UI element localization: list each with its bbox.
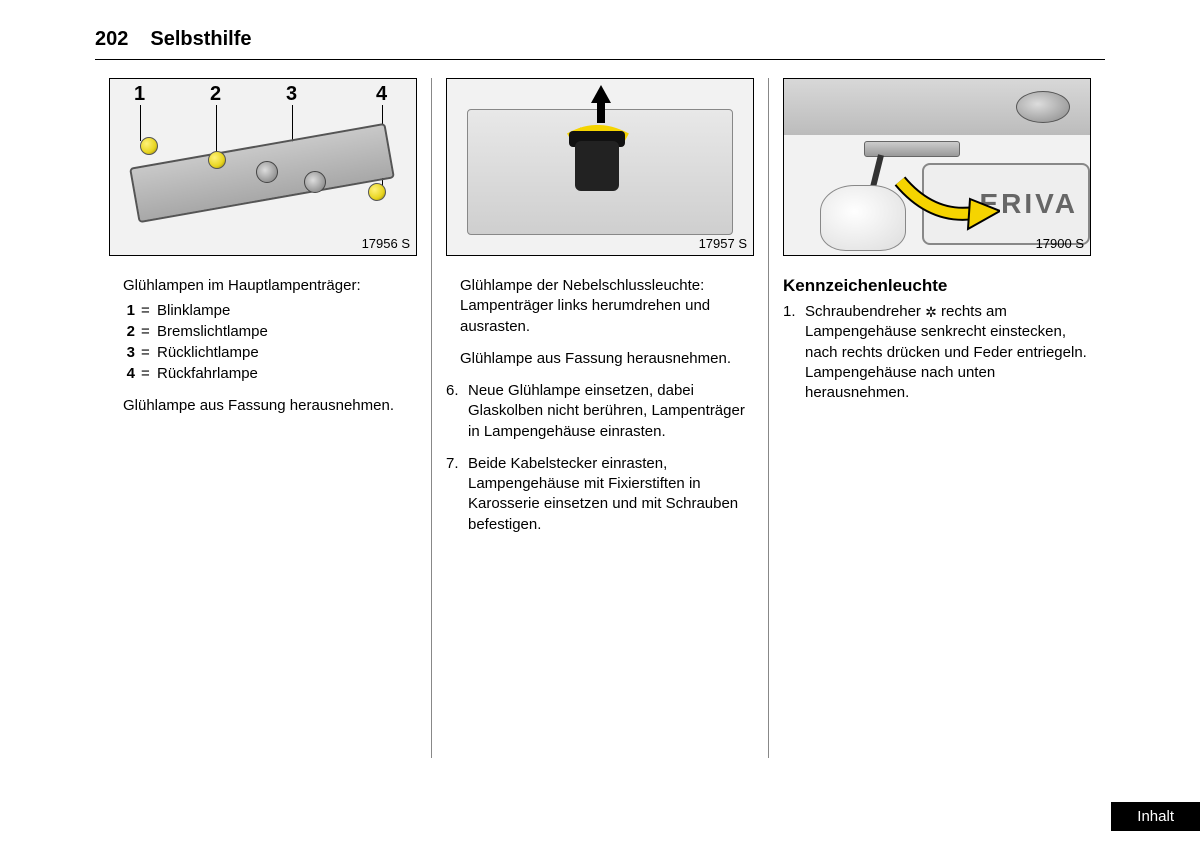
- fig1-label-3: 3: [286, 83, 297, 106]
- section-heading: Kennzeichenleuchte: [783, 276, 1091, 296]
- fig1-socket: [304, 171, 326, 193]
- legend-label: Rücklichtlampe: [157, 342, 259, 363]
- fig1-bulb-2: [208, 151, 226, 169]
- toc-label: Inhalt: [1137, 808, 1174, 825]
- step-text: Beide Kabelstecker einrasten, Lampengehä…: [468, 454, 754, 535]
- legend-num: 3: [123, 342, 135, 363]
- fig1-label-2: 2: [210, 83, 221, 106]
- step-6: 6. Neue Glühlampe einsetzen, dabei Glask…: [446, 381, 754, 442]
- step-num: 6.: [446, 381, 462, 442]
- step-7: 7. Beide Kabelstecker einrasten, Lampeng…: [446, 454, 754, 535]
- figure-ref: 17900 S: [1036, 236, 1084, 251]
- up-arrow-icon: [597, 101, 605, 123]
- col2-p1: Glühlampe der Nebelschlussleuchte: Lampe…: [460, 276, 754, 337]
- figure-bulb-carrier: 1 2 3 4 17956 S: [109, 78, 417, 256]
- figure-ref: 17956 S: [362, 236, 410, 251]
- page-header: 202 Selbsthilfe: [95, 28, 1105, 60]
- step-num: 7.: [446, 454, 462, 535]
- legend-eq: =: [141, 321, 151, 342]
- figure-fog-lamp: 17957 S: [446, 78, 754, 256]
- fig1-bulb-4: [368, 183, 386, 201]
- snowflake-icon: ✲: [925, 303, 937, 322]
- column-3: ERIVA 17900 S Kennzeichenleuchte 1. Schr…: [768, 78, 1105, 758]
- col1-text-block: Glühlampen im Hauptlampenträger: 1 = Bli…: [109, 276, 417, 429]
- col2-text-block: Glühlampe der Nebelschlussleuchte: Lampe…: [446, 276, 754, 381]
- curved-arrow-icon: [892, 173, 1000, 233]
- legend-eq: =: [141, 342, 151, 363]
- fig1-label-1: 1: [134, 83, 145, 106]
- step-1: 1. Schraubendreher ✲ rechts am Lampengeh…: [783, 302, 1091, 403]
- content-columns: 1 2 3 4 17956 S Glühlampen im Hauptlampe…: [95, 78, 1105, 758]
- fig2-cap: [575, 141, 619, 191]
- figure-ref: 17957 S: [699, 236, 747, 251]
- fig1-socket: [256, 161, 278, 183]
- legend-intro: Glühlampen im Hauptlampenträger:: [123, 276, 417, 296]
- legend-row: 4 = Rückfahrlampe: [123, 363, 417, 384]
- figure-license-plate-lamp: ERIVA 17900 S: [783, 78, 1091, 256]
- page-number: 202: [95, 28, 128, 51]
- legend-row: 2 = Bremslichtlampe: [123, 321, 417, 342]
- fig1-label-4: 4: [376, 83, 387, 106]
- legend-num: 2: [123, 321, 135, 342]
- fig1-leader: [140, 105, 141, 141]
- legend-label: Bremslichtlampe: [157, 321, 268, 342]
- step-text: Schraubendreher ✲ rechts am Lampengehäus…: [805, 302, 1091, 403]
- legend-row: 3 = Rücklichtlampe: [123, 342, 417, 363]
- column-1: 1 2 3 4 17956 S Glühlampen im Hauptlampe…: [95, 78, 431, 758]
- step-num: 1.: [783, 302, 799, 403]
- toc-tab[interactable]: Inhalt: [1111, 802, 1200, 831]
- legend-num: 1: [123, 300, 135, 321]
- chapter-title: Selbsthilfe: [150, 28, 251, 51]
- step-text: Neue Glühlampe einsetzen, dabei Glaskolb…: [468, 381, 754, 442]
- legend-eq: =: [141, 363, 151, 384]
- fig1-leader: [216, 105, 217, 155]
- column-2: 17957 S Glühlampe der Nebelschlussleucht…: [431, 78, 768, 758]
- col1-after-text: Glühlampe aus Fassung herausnehmen.: [123, 396, 417, 416]
- col2-p2: Glühlampe aus Fassung herausnehmen.: [460, 349, 754, 369]
- legend-eq: =: [141, 300, 151, 321]
- legend-num: 4: [123, 363, 135, 384]
- fig3-tailgate-handle: [1016, 91, 1070, 123]
- legend-label: Rückfahrlampe: [157, 363, 258, 384]
- legend-label: Blinklampe: [157, 300, 230, 321]
- legend-row: 1 = Blinklampe: [123, 300, 417, 321]
- fig1-bulb-1: [140, 137, 158, 155]
- step-text-a: Schraubendreher: [805, 303, 925, 320]
